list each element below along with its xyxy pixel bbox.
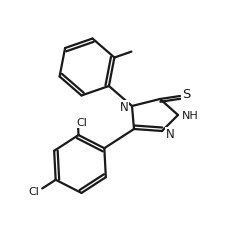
Text: NH: NH bbox=[182, 110, 198, 120]
Text: S: S bbox=[182, 88, 190, 101]
Text: N: N bbox=[166, 128, 174, 141]
Text: Cl: Cl bbox=[76, 117, 87, 128]
Text: Cl: Cl bbox=[29, 187, 40, 197]
Text: N: N bbox=[120, 101, 128, 114]
